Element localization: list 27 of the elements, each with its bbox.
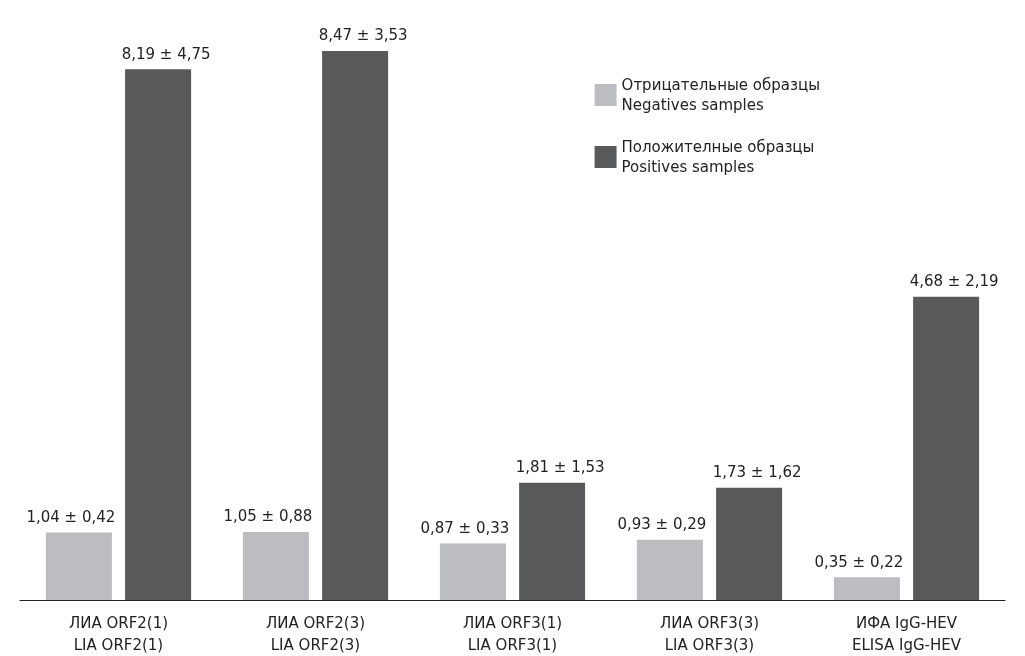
data-label: 4,68 ± 2,19 <box>909 272 999 291</box>
bar <box>913 296 980 600</box>
x-tick-label: ЛИА ORF3(1) LIA ORF3(1) <box>462 614 563 654</box>
data-label: 0,35 ± 0,22 <box>814 552 904 571</box>
data-label: 1,04 ± 0,42 <box>26 508 116 527</box>
x-tick-label: ИФА IgG-HEV ELISA IgG-HEV <box>851 614 962 654</box>
bar <box>716 487 783 600</box>
data-label: 8,47 ± 3,53 <box>318 26 408 45</box>
bar <box>45 532 112 600</box>
x-tick-label: ЛИА ORF2(1) LIA ORF2(1) <box>68 614 169 654</box>
bar <box>519 482 586 600</box>
x-tick-label: ЛИА ORF2(3) LIA ORF2(3) <box>265 614 366 654</box>
bar <box>636 539 703 600</box>
data-label: 0,93 ± 0,29 <box>617 515 707 534</box>
bar <box>242 531 309 600</box>
bar <box>833 577 900 600</box>
legend-label: Положителные образцы Positives samples <box>621 138 815 176</box>
data-label: 8,19 ± 4,75 <box>121 44 211 63</box>
bar <box>439 543 506 600</box>
data-label: 1,05 ± 0,88 <box>223 507 313 526</box>
data-label: 1,81 ± 1,53 <box>515 458 605 477</box>
legend-label: Отрицательные образцы Negatives samples <box>621 76 821 114</box>
bar <box>125 69 192 600</box>
data-label: 0,87 ± 0,33 <box>420 519 510 538</box>
x-tick-label: ЛИА ORF3(3) LIA ORF3(3) <box>659 614 760 654</box>
data-label: 1,73 ± 1,62 <box>712 463 802 482</box>
bar <box>322 50 389 600</box>
